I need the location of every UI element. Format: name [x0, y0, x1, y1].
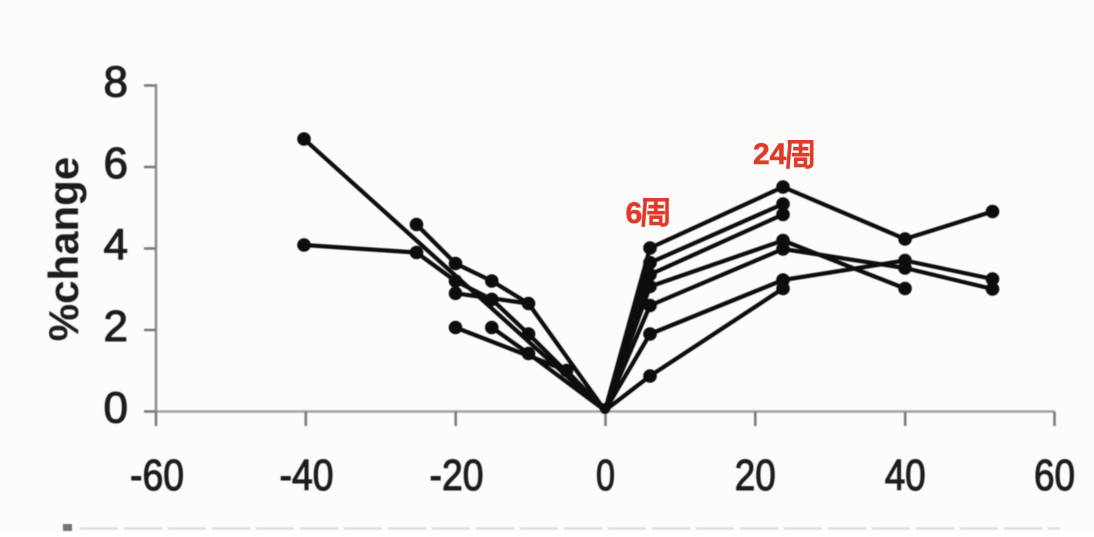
svg-text:0: 0: [596, 451, 615, 500]
svg-text:24: 24: [753, 138, 787, 171]
svg-text:60: 60: [1034, 451, 1075, 500]
svg-text:20: 20: [735, 451, 776, 500]
svg-text:4: 4: [104, 221, 128, 270]
svg-text:40: 40: [885, 451, 926, 500]
svg-text:8: 8: [104, 58, 128, 107]
svg-text:-60: -60: [130, 451, 184, 500]
svg-text:-20: -20: [430, 451, 484, 500]
svg-text:6: 6: [104, 139, 128, 188]
svg-text:2: 2: [104, 302, 128, 351]
svg-text:6: 6: [626, 197, 643, 230]
svg-text:-40: -40: [280, 451, 334, 500]
svg-text:%change: %change: [40, 157, 87, 341]
svg-text:0: 0: [104, 384, 128, 433]
